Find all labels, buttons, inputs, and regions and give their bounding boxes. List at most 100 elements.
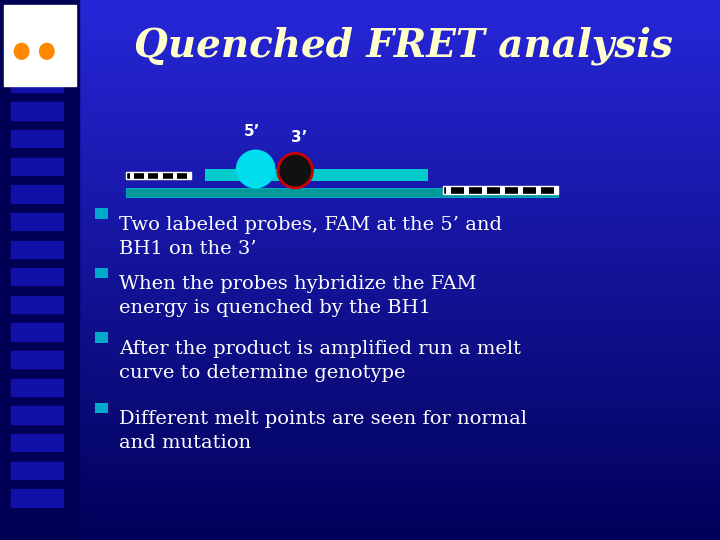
- Bar: [173, 172, 177, 179]
- Bar: [0, 392, 720, 394]
- Bar: [0, 227, 720, 229]
- Bar: [0, 386, 720, 389]
- Bar: [0, 526, 720, 529]
- Bar: [0, 324, 720, 327]
- Bar: [0, 173, 720, 176]
- Bar: [0, 408, 720, 410]
- Bar: [0, 46, 720, 49]
- Bar: [11, 185, 63, 202]
- Bar: [0, 219, 720, 221]
- Bar: [0, 192, 720, 194]
- Bar: [0, 170, 720, 173]
- Bar: [0, 8, 720, 11]
- Bar: [0, 81, 720, 84]
- Bar: [0, 240, 720, 243]
- Bar: [0, 340, 720, 343]
- Bar: [0, 248, 720, 251]
- Bar: [0, 0, 79, 540]
- Bar: [11, 351, 63, 368]
- Bar: [0, 132, 720, 135]
- Bar: [0, 259, 720, 262]
- Bar: [446, 186, 451, 194]
- Bar: [0, 3, 720, 5]
- Bar: [0, 475, 720, 478]
- Bar: [0, 346, 720, 348]
- Bar: [0, 68, 720, 70]
- Bar: [11, 103, 63, 120]
- Bar: [0, 278, 720, 281]
- Bar: [0, 524, 720, 526]
- Bar: [0, 510, 720, 513]
- Bar: [0, 140, 720, 143]
- Bar: [0, 464, 720, 467]
- Bar: [11, 268, 63, 286]
- Bar: [205, 169, 428, 181]
- Bar: [0, 100, 720, 103]
- Bar: [0, 49, 720, 51]
- Bar: [0, 35, 720, 38]
- Bar: [0, 437, 720, 440]
- Bar: [0, 176, 720, 178]
- Bar: [0, 329, 720, 332]
- Bar: [0, 92, 720, 94]
- Bar: [0, 284, 720, 286]
- Bar: [0, 378, 720, 381]
- Bar: [11, 75, 63, 92]
- Bar: [0, 535, 720, 537]
- Bar: [4, 5, 76, 86]
- Bar: [0, 319, 720, 321]
- Bar: [0, 451, 720, 454]
- Bar: [0, 167, 720, 170]
- Bar: [0, 418, 720, 421]
- Bar: [0, 78, 720, 81]
- Bar: [554, 186, 559, 194]
- Bar: [0, 273, 720, 275]
- Bar: [0, 143, 720, 146]
- Bar: [0, 181, 720, 184]
- Bar: [0, 446, 720, 448]
- Bar: [11, 213, 63, 230]
- Bar: [0, 200, 720, 202]
- Bar: [482, 186, 487, 194]
- Bar: [0, 421, 720, 424]
- Bar: [0, 348, 720, 351]
- Bar: [0, 402, 720, 405]
- Bar: [0, 370, 720, 373]
- Bar: [0, 529, 720, 532]
- Bar: [0, 254, 720, 256]
- Bar: [11, 296, 63, 313]
- Bar: [0, 194, 720, 197]
- Bar: [0, 338, 720, 340]
- Bar: [0, 208, 720, 211]
- Bar: [11, 434, 63, 451]
- Bar: [0, 389, 720, 392]
- Text: Different melt points are seen for normal
and mutation: Different melt points are seen for norma…: [119, 410, 527, 452]
- Bar: [0, 5, 720, 8]
- Bar: [0, 16, 720, 19]
- Bar: [0, 292, 720, 294]
- Bar: [0, 97, 720, 100]
- Bar: [0, 521, 720, 524]
- Bar: [0, 138, 720, 140]
- Bar: [464, 186, 469, 194]
- Bar: [0, 327, 720, 329]
- Bar: [0, 148, 720, 151]
- Text: Two labeled probes, FAM at the 5’ and
BH1 on the 3’: Two labeled probes, FAM at the 5’ and BH…: [119, 216, 502, 258]
- Bar: [0, 500, 720, 502]
- Bar: [0, 178, 720, 181]
- Bar: [536, 186, 541, 194]
- Bar: [0, 84, 720, 86]
- Bar: [0, 213, 720, 216]
- Bar: [0, 516, 720, 518]
- Bar: [0, 162, 720, 165]
- Bar: [0, 478, 720, 481]
- Bar: [0, 354, 720, 356]
- Bar: [11, 130, 63, 147]
- Bar: [0, 119, 720, 122]
- Bar: [500, 186, 505, 194]
- Bar: [0, 429, 720, 432]
- Bar: [0, 505, 720, 508]
- Bar: [0, 467, 720, 470]
- Bar: [0, 62, 720, 65]
- Bar: [0, 30, 720, 32]
